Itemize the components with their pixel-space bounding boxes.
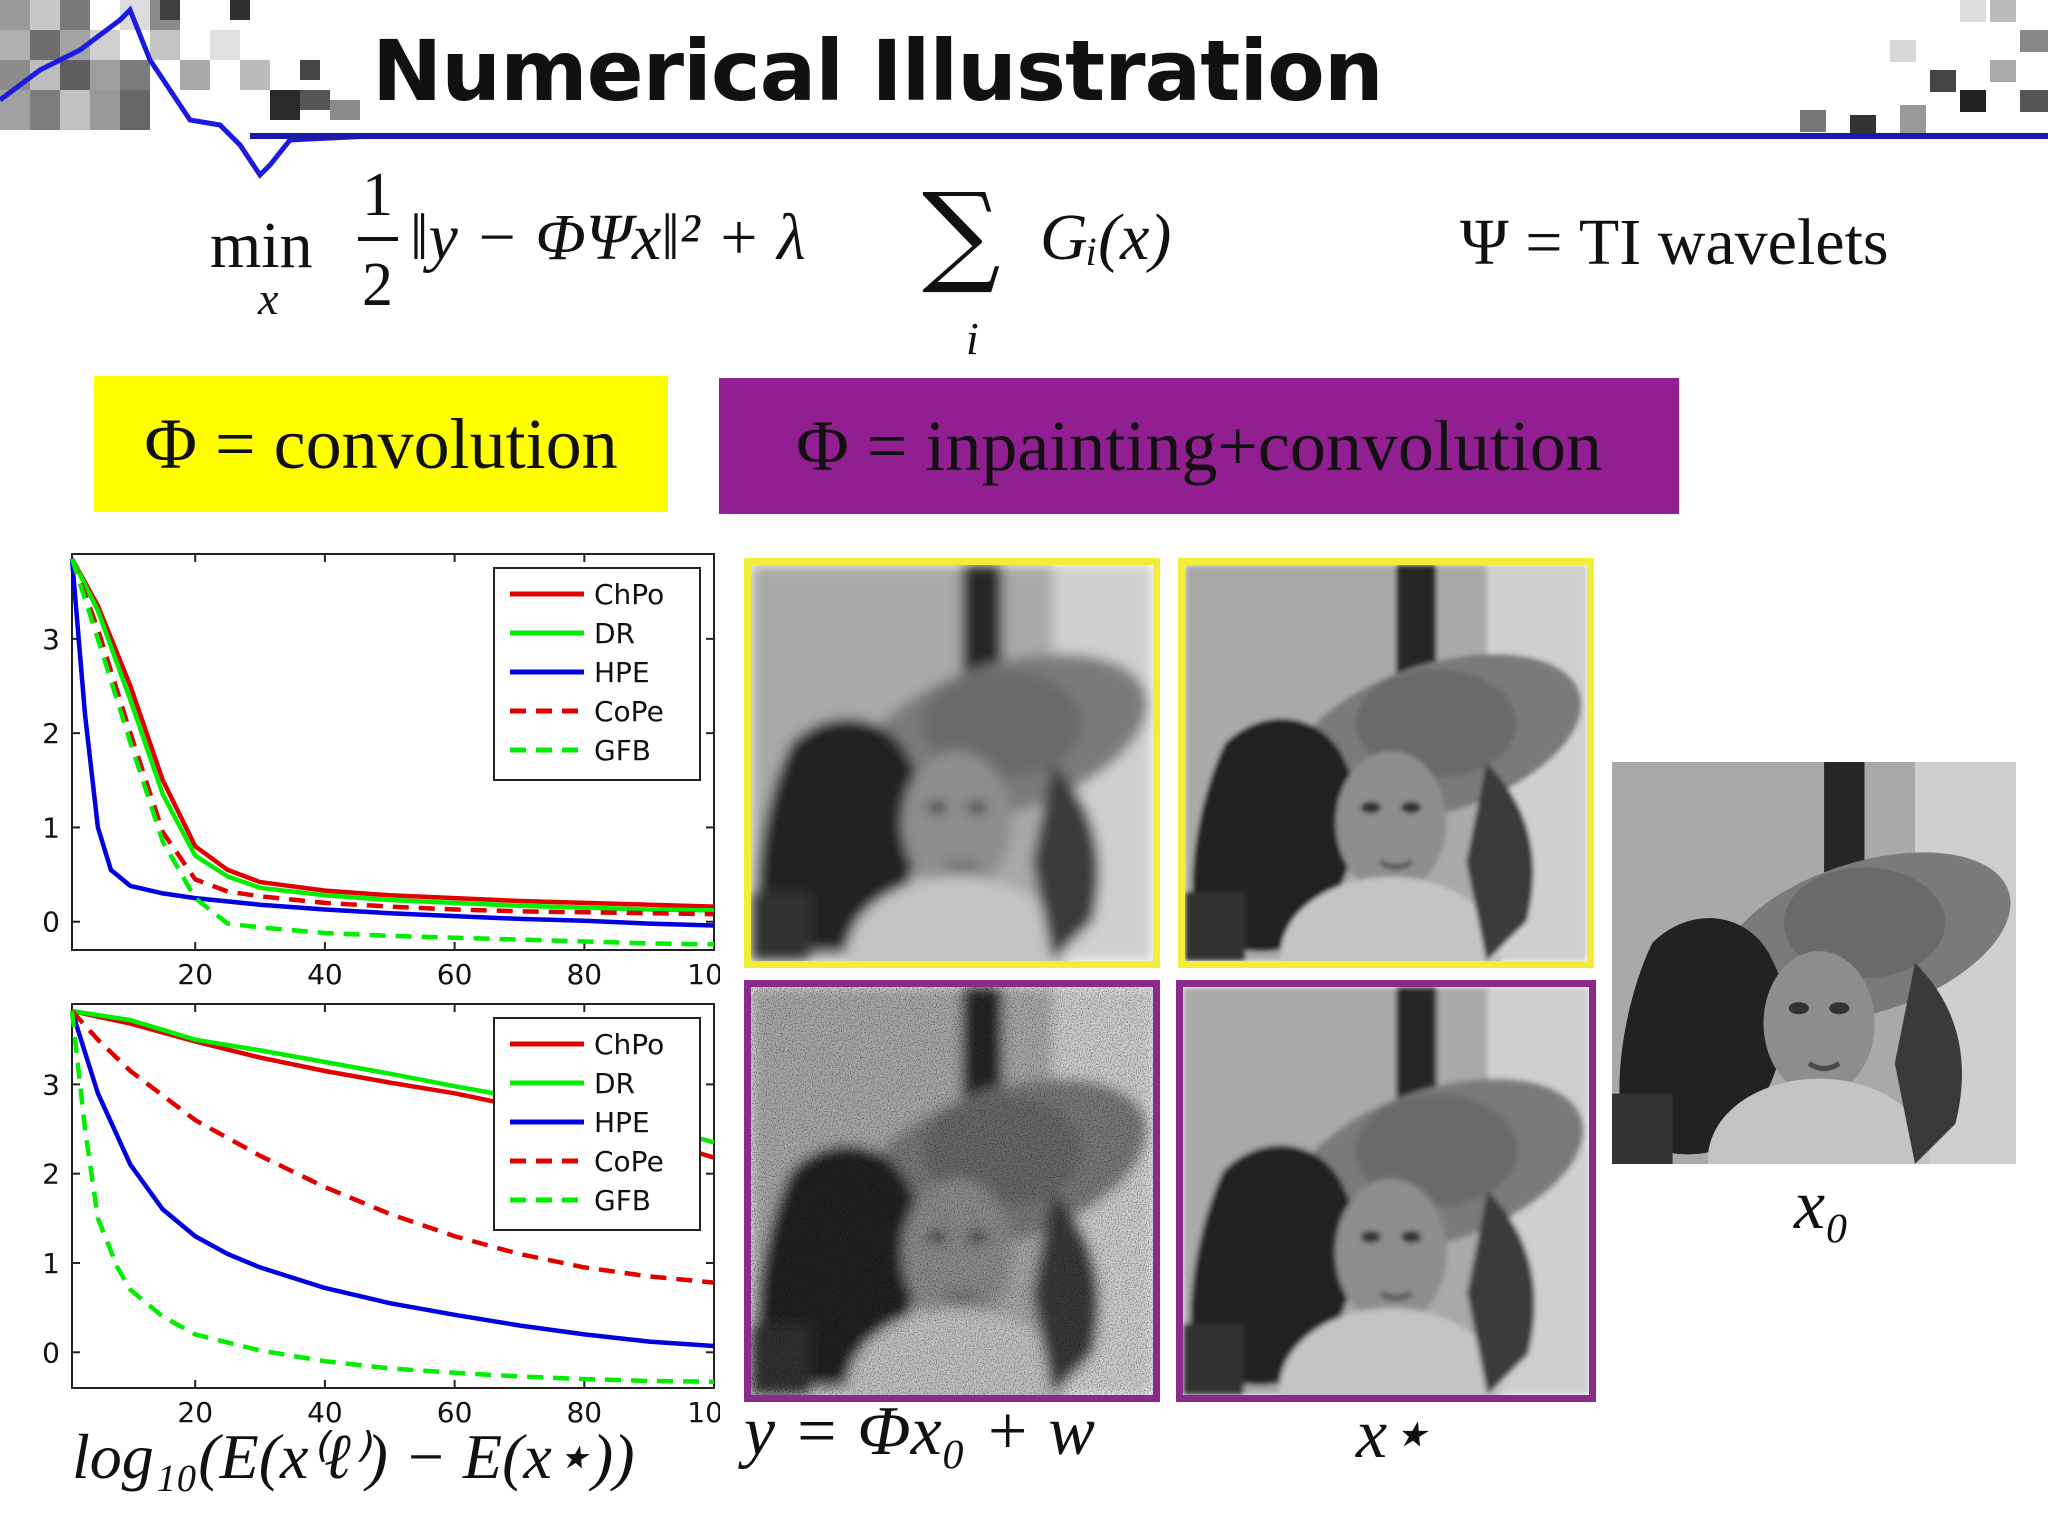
convolution-label: Φ = convolution [144, 403, 618, 484]
inpainting-box: Φ = inpainting+convolution [719, 378, 1679, 514]
legend-label: HPE [594, 656, 650, 689]
title-underline [250, 133, 2048, 139]
y-tick-label: 0 [42, 1336, 60, 1369]
original-image-x0 [1612, 762, 2016, 1164]
formula-fraction-numerator: 1 [362, 161, 393, 229]
y-tick-label: 3 [42, 1068, 60, 1101]
reconstruction-convolution-xstar [1178, 558, 1594, 968]
series-line-hpe [69, 558, 715, 928]
x-tick-label: 100 [687, 1396, 720, 1429]
series-line-gfb [69, 558, 715, 947]
legend-label: CoPe [594, 1145, 664, 1178]
x-tick-label: 60 [437, 958, 473, 990]
formula-sum-term: Gᵢ(x) [1040, 201, 1172, 274]
slide-title: Numerical Illustration [372, 22, 1384, 120]
inpainting-label: Φ = inpainting+convolution [796, 405, 1602, 486]
y-tick-label: 1 [42, 1247, 60, 1280]
x-tick-label: 100 [687, 958, 720, 990]
series-line-cope [70, 1009, 715, 1285]
convergence-chart-inpainting: 20 40 60 80 100 0 1 2 3 ChPo DR HPE CoPe GFB [42, 1003, 720, 1429]
formula-fraction-bar [358, 237, 398, 241]
formula-fraction-denominator: 2 [362, 251, 393, 319]
y-tick-label: 1 [42, 811, 60, 844]
legend-label: CoPe [594, 695, 664, 728]
pixel-mosaic-right [1800, 0, 2048, 133]
observation-inpainting-noisy [744, 980, 1160, 1402]
legend-label: DR [594, 1067, 635, 1100]
lena-image [751, 987, 1153, 1395]
x-tick-label: 40 [307, 1396, 343, 1429]
legend-label: ChPo [594, 578, 664, 611]
legend-label: DR [594, 617, 635, 650]
formula-min: min [210, 209, 313, 282]
lena-image [1612, 762, 2016, 1164]
lena-image [751, 565, 1153, 961]
pixel-mosaic-left [0, 0, 360, 130]
header-blue-curve [0, 5, 373, 179]
x-tick-label: 80 [566, 958, 602, 990]
legend-label: GFB [594, 734, 651, 767]
caption-x0: x₀ [1794, 1167, 1850, 1244]
caption-xstar: x⋆ [1356, 1396, 1431, 1473]
y-tick-label: 3 [42, 623, 60, 656]
convolution-box: Φ = convolution [94, 376, 668, 512]
y-tick-label: 2 [42, 1158, 60, 1191]
legend-label: ChPo [594, 1028, 664, 1061]
formula-body: ‖y − ΦΨx‖² + λ [410, 201, 806, 274]
convergence-chart-convolution: 20 40 60 80 100 0 1 2 3 ChPo DR HPE CoPe GFB [42, 553, 720, 990]
formula-min-subscript: x [258, 273, 279, 324]
series-line-hpe [69, 1010, 715, 1349]
series-line-chpo [70, 557, 715, 909]
x-tick-label: 60 [437, 1396, 473, 1429]
x-tick-label: 80 [566, 1396, 602, 1429]
series-line-dr [69, 557, 715, 913]
x-tick-label: 20 [177, 1396, 213, 1429]
series-line-gfb [69, 1010, 715, 1384]
y-axis-quantity-label: log₁₀(E(x⁽ℓ⁾) − E(x⋆)) [72, 1421, 635, 1492]
series-line-cope [69, 557, 715, 917]
y-tick-label: 0 [42, 906, 60, 939]
caption-observation: y = Φx₀ + w [744, 1393, 1095, 1470]
header-decoration [0, 0, 2048, 179]
lena-image [1183, 987, 1589, 1395]
reconstruction-inpainting-xstar [1176, 980, 1596, 1402]
formula-sum-index: i [966, 313, 979, 364]
x-tick-label: 40 [307, 958, 343, 990]
lena-image [1185, 565, 1587, 961]
sum-symbol-icon: ∑ [922, 169, 1001, 297]
y-tick-label: 2 [42, 717, 60, 750]
legend-label: HPE [594, 1106, 650, 1139]
psi-note: Ψ = TI wavelets [1460, 206, 1889, 279]
legend-label: GFB [594, 1184, 651, 1217]
reconstruction-convolution-blurred [744, 558, 1160, 968]
x-tick-label: 20 [177, 958, 213, 990]
